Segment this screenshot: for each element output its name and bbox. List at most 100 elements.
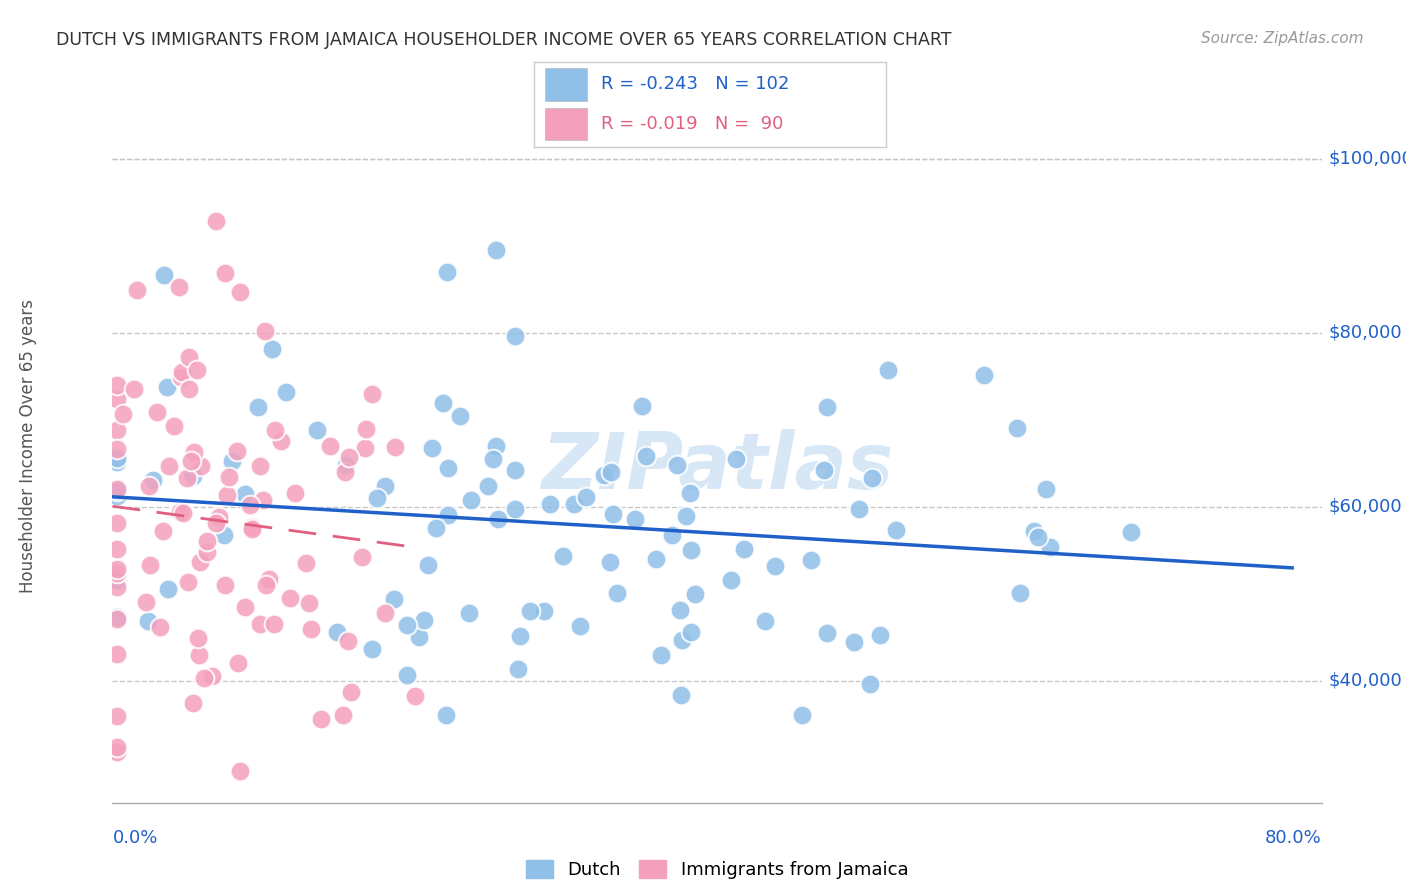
Point bbox=[593, 468, 616, 483]
Point bbox=[675, 509, 697, 524]
Point bbox=[195, 545, 218, 559]
Point bbox=[105, 442, 128, 456]
Point bbox=[720, 574, 742, 588]
Point bbox=[395, 618, 418, 632]
Point bbox=[484, 439, 506, 453]
Point bbox=[425, 521, 447, 535]
Point bbox=[205, 516, 228, 530]
Point bbox=[169, 505, 191, 519]
Point bbox=[249, 458, 271, 473]
Point bbox=[270, 434, 292, 449]
Point bbox=[105, 566, 128, 580]
Point bbox=[242, 522, 264, 536]
Point bbox=[135, 594, 157, 608]
Point bbox=[436, 508, 458, 523]
Text: ZIPatlas: ZIPatlas bbox=[541, 429, 893, 506]
Point bbox=[183, 444, 205, 458]
Point bbox=[105, 709, 128, 723]
Point bbox=[631, 399, 654, 413]
Legend: Dutch, Immigrants from Jamaica: Dutch, Immigrants from Jamaica bbox=[519, 853, 915, 887]
Point bbox=[1026, 531, 1049, 545]
Point bbox=[519, 604, 541, 618]
Point bbox=[486, 511, 509, 525]
Point bbox=[214, 527, 236, 541]
Point bbox=[666, 458, 689, 472]
Point bbox=[434, 708, 457, 723]
Point bbox=[624, 511, 647, 525]
Text: $40,000: $40,000 bbox=[1329, 672, 1402, 690]
Point bbox=[105, 455, 128, 469]
Point bbox=[437, 461, 460, 475]
Point bbox=[207, 510, 229, 524]
Point bbox=[309, 712, 332, 726]
Point bbox=[1035, 482, 1057, 496]
Text: $100,000: $100,000 bbox=[1329, 150, 1406, 168]
Point bbox=[139, 558, 162, 572]
Point bbox=[361, 387, 384, 401]
Point bbox=[606, 586, 628, 600]
Point bbox=[170, 365, 193, 379]
Point bbox=[105, 450, 128, 465]
Point bbox=[228, 764, 250, 778]
Point bbox=[354, 441, 377, 455]
Point bbox=[1010, 586, 1032, 600]
Point bbox=[105, 423, 128, 437]
Point bbox=[1119, 524, 1142, 539]
Point bbox=[136, 614, 159, 628]
Text: Source: ZipAtlas.com: Source: ZipAtlas.com bbox=[1201, 31, 1364, 46]
Point bbox=[297, 596, 319, 610]
Point bbox=[254, 578, 277, 592]
Bar bbox=[544, 108, 586, 140]
Point bbox=[679, 625, 702, 640]
Point bbox=[792, 707, 814, 722]
Point bbox=[600, 465, 623, 479]
Point bbox=[105, 482, 128, 496]
Point bbox=[105, 484, 128, 499]
Point bbox=[436, 265, 458, 279]
Point bbox=[278, 591, 301, 606]
Point bbox=[754, 614, 776, 628]
Point bbox=[186, 363, 208, 377]
Point bbox=[125, 283, 148, 297]
Text: 0.0%: 0.0% bbox=[112, 830, 157, 847]
Point bbox=[763, 558, 786, 573]
Point bbox=[122, 382, 145, 396]
Point bbox=[105, 541, 128, 556]
Point bbox=[869, 628, 891, 642]
Point bbox=[416, 558, 439, 572]
Point bbox=[1022, 524, 1045, 538]
Point bbox=[105, 745, 128, 759]
Point bbox=[105, 610, 128, 624]
Point bbox=[105, 612, 128, 626]
Point bbox=[973, 368, 995, 383]
Text: R = -0.243   N = 102: R = -0.243 N = 102 bbox=[602, 76, 789, 94]
Point bbox=[650, 648, 672, 663]
Point bbox=[860, 471, 883, 485]
Point bbox=[153, 268, 176, 282]
Point bbox=[815, 400, 838, 414]
Text: $60,000: $60,000 bbox=[1329, 498, 1402, 516]
Point bbox=[382, 592, 405, 607]
Point bbox=[240, 519, 263, 533]
Point bbox=[252, 492, 274, 507]
Point bbox=[262, 342, 284, 356]
Point bbox=[146, 405, 169, 419]
Point bbox=[361, 641, 384, 656]
Point bbox=[170, 369, 193, 384]
Point bbox=[187, 631, 209, 645]
Point bbox=[105, 392, 128, 407]
Point bbox=[257, 572, 280, 586]
Point bbox=[553, 549, 575, 563]
Point bbox=[844, 635, 866, 649]
Text: DUTCH VS IMMIGRANTS FROM JAMAICA HOUSEHOLDER INCOME OVER 65 YEARS CORRELATION CH: DUTCH VS IMMIGRANTS FROM JAMAICA HOUSEHO… bbox=[56, 31, 952, 49]
Point bbox=[239, 498, 262, 512]
Point bbox=[305, 423, 328, 437]
Point bbox=[661, 527, 683, 541]
Point bbox=[354, 422, 377, 436]
Point bbox=[404, 689, 426, 703]
Point bbox=[384, 440, 406, 454]
Point bbox=[195, 533, 218, 548]
Point bbox=[1005, 421, 1028, 435]
Point bbox=[229, 285, 252, 299]
Point bbox=[884, 523, 907, 537]
